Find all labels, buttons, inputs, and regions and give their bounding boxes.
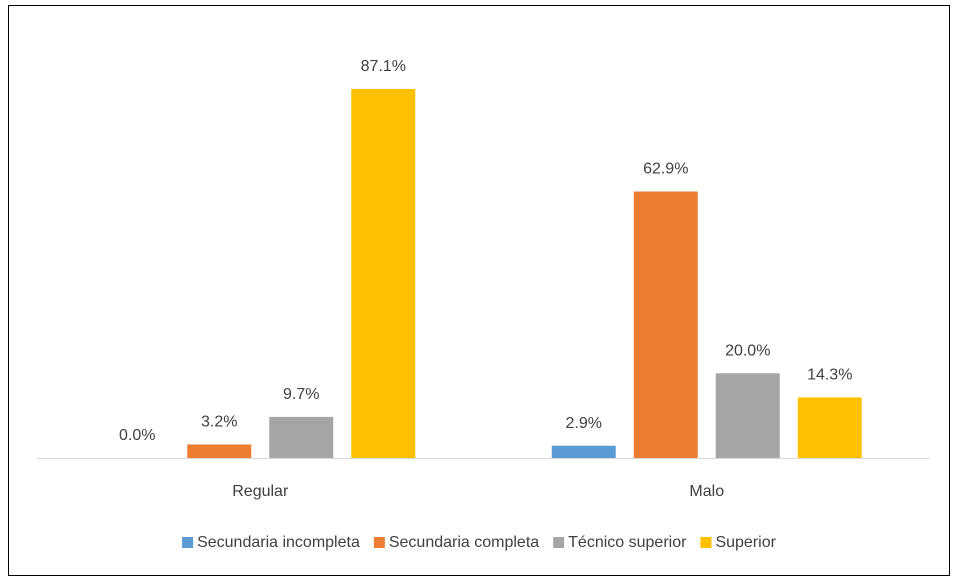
data-label: 20.0% bbox=[725, 342, 770, 359]
x-tick-label: Regular bbox=[232, 483, 289, 500]
bar bbox=[269, 416, 334, 458]
legend-label: Secundaria incompleta bbox=[197, 534, 360, 551]
data-label: 3.2% bbox=[201, 414, 237, 431]
bar bbox=[633, 191, 698, 458]
bar bbox=[797, 397, 862, 458]
bar bbox=[187, 444, 252, 458]
bar bbox=[551, 445, 616, 458]
chart-frame bbox=[8, 5, 950, 576]
legend-swatch bbox=[182, 537, 194, 548]
data-label: 0.0% bbox=[119, 427, 155, 444]
legend-label: Técnico superior bbox=[568, 534, 687, 551]
data-label: 2.9% bbox=[566, 415, 602, 432]
legend-swatch bbox=[373, 537, 385, 548]
bar bbox=[351, 89, 416, 458]
data-label: 14.3% bbox=[807, 367, 852, 384]
data-label: 62.9% bbox=[643, 161, 688, 178]
legend-swatch bbox=[553, 537, 565, 548]
data-label: 9.7% bbox=[283, 386, 319, 403]
legend-label: Superior bbox=[715, 534, 776, 551]
legend-label: Secundaria completa bbox=[389, 534, 539, 551]
data-label: 87.1% bbox=[361, 58, 406, 75]
legend-swatch bbox=[700, 537, 712, 548]
x-tick-label: Malo bbox=[689, 483, 724, 500]
bar bbox=[715, 373, 780, 458]
